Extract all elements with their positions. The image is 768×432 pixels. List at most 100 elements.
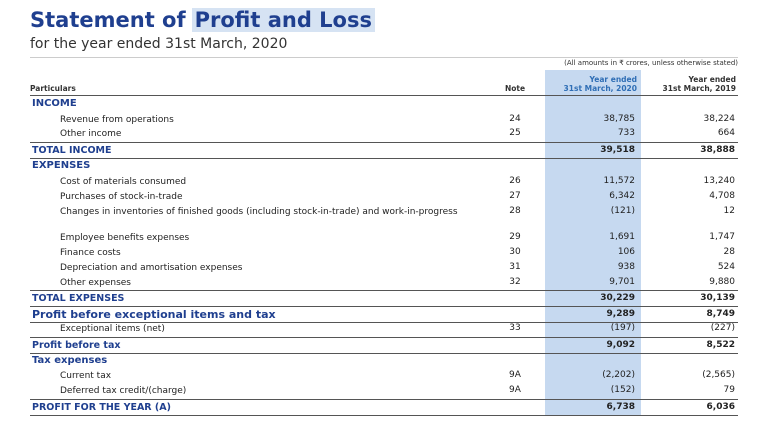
value-2019: 9,880 (709, 277, 735, 287)
title: Statement of Profit and Loss (30, 8, 375, 32)
column-highlight (545, 70, 641, 416)
value-2020: 106 (617, 247, 635, 257)
row-label: Cost of materials consumed (60, 177, 187, 187)
row-label: Depreciation and amortisation expenses (60, 263, 243, 273)
row-note: 33 (509, 323, 521, 333)
value-2020: 9,289 (606, 309, 635, 319)
table-row: Changes in inventories of finished goods… (30, 204, 738, 230)
table-row: Finance costs 30 106 28 (30, 245, 738, 259)
value-2019: 524 (717, 262, 735, 272)
value-2020: 733 (617, 128, 635, 138)
table-row: Deferred tax credit/(charge) 9A (152) 79 (30, 383, 738, 397)
table-row: Profit before tax 9,092 8,522 (30, 337, 738, 354)
value-2019: (227) (710, 323, 735, 333)
header-fy2019: Year ended (688, 75, 736, 84)
unit-note: (All amounts in ₹ crores, unless otherwi… (564, 59, 738, 67)
value-2020: 38,785 (603, 114, 636, 124)
table-row: Other income 25 733 664 (30, 126, 738, 140)
table-row: Revenue from operations 24 38,785 38,224 (30, 112, 738, 126)
row-label: TOTAL INCOME (32, 145, 112, 156)
header-fy2019: 31st March, 2019 (662, 84, 736, 93)
subtitle: for the year ended 31st March, 2020 (30, 36, 288, 52)
value-2019: 12 (723, 206, 735, 216)
value-2020: 1,691 (609, 232, 635, 242)
value-2020: 39,518 (600, 145, 635, 155)
value-2019: (2,565) (702, 370, 735, 380)
table-row: Other expenses 32 9,701 9,880 (30, 275, 738, 289)
row-note: 27 (509, 191, 521, 201)
value-2019: 1,747 (709, 232, 735, 242)
value-2019: 38,224 (703, 114, 736, 124)
table-row: Depreciation and amortisation expenses 31… (30, 260, 738, 274)
row-label: TOTAL EXPENSES (32, 293, 125, 304)
table-row: Purchases of stock-in-trade 27 6,342 4,708 (30, 189, 738, 203)
row-note: 25 (509, 128, 521, 138)
table-row: TOTAL INCOME 39,518 38,888 (30, 142, 738, 159)
table-row: Profit before exceptional items and tax 9… (30, 306, 738, 323)
row-label: Purchases of stock-in-trade (60, 192, 183, 202)
header-rule (30, 95, 738, 96)
row-label: Deferred tax credit/(charge) (60, 386, 187, 396)
table-row: Employee benefits expenses 29 1,691 1,747 (30, 230, 738, 244)
value-2019: 28 (723, 247, 735, 257)
value-2020: (152) (610, 385, 635, 395)
value-2020: 9,701 (609, 277, 635, 287)
row-label: Employee benefits expenses (60, 233, 190, 243)
value-2019: 8,749 (706, 309, 735, 319)
header-fy2020: 31st March, 2020 (563, 84, 637, 93)
row-note: 26 (509, 176, 521, 186)
value-2020: 938 (617, 262, 635, 272)
row-label: Profit before exceptional items and tax (32, 308, 276, 321)
row-label: Other income (60, 129, 122, 139)
value-2020: 6,738 (606, 402, 635, 412)
row-label: Other expenses (60, 278, 131, 288)
row-label: INCOME (32, 98, 77, 109)
value-2020: (121) (610, 206, 635, 216)
row-label: Tax expenses (32, 355, 108, 366)
value-2019: 6,036 (706, 402, 735, 412)
row-label: Changes in inventories of finished goods… (60, 207, 458, 217)
row-note: 31 (509, 262, 521, 272)
value-2020: 6,342 (609, 191, 635, 201)
value-2019: 8,522 (706, 340, 735, 350)
value-2020: (197) (610, 323, 635, 333)
row-label: Current tax (60, 371, 112, 381)
title-highlight: Profit and Loss (191, 8, 375, 32)
value-2019: 13,240 (703, 176, 736, 186)
row-note: 28 (509, 206, 521, 216)
value-2020: 9,092 (606, 340, 635, 350)
value-2019: 79 (723, 385, 735, 395)
row-label: Exceptional items (net) (60, 324, 165, 334)
row-label: PROFIT FOR THE YEAR (A) (32, 402, 171, 413)
title-text: Statement of (30, 8, 186, 32)
row-note: 32 (509, 277, 521, 287)
row-label: EXPENSES (32, 160, 91, 171)
table-row: EXPENSES (30, 158, 738, 173)
row-label: Profit before tax (32, 340, 121, 351)
header-particulars: Particulars (30, 84, 76, 93)
table-row: INCOME (30, 96, 738, 111)
header-note: Note (504, 84, 526, 93)
row-note: 9A (509, 385, 521, 395)
row-note: 9A (509, 370, 521, 380)
row-label: Finance costs (60, 248, 121, 258)
table-row: TOTAL EXPENSES 30,229 30,139 (30, 290, 738, 307)
table-row: PROFIT FOR THE YEAR (A) 6,738 6,036 (30, 399, 738, 416)
value-2019: 30,139 (700, 293, 735, 303)
value-2019: 38,888 (700, 145, 735, 155)
value-2020: 11,572 (603, 176, 636, 186)
row-note: 30 (509, 247, 521, 257)
header-fy2020: Year ended (589, 75, 637, 84)
table-row: Exceptional items (net) 33 (197) (227) (30, 321, 738, 335)
table-row: Tax expenses (30, 353, 738, 368)
value-2020: (2,202) (602, 370, 635, 380)
value-2019: 4,708 (709, 191, 735, 201)
row-note: 29 (509, 232, 521, 242)
row-note: 24 (509, 114, 521, 124)
row-label: Revenue from operations (60, 115, 174, 125)
value-2020: 30,229 (600, 293, 635, 303)
divider (30, 57, 738, 58)
value-2019: 664 (717, 128, 735, 138)
table-row: Current tax 9A (2,202) (2,565) (30, 368, 738, 382)
